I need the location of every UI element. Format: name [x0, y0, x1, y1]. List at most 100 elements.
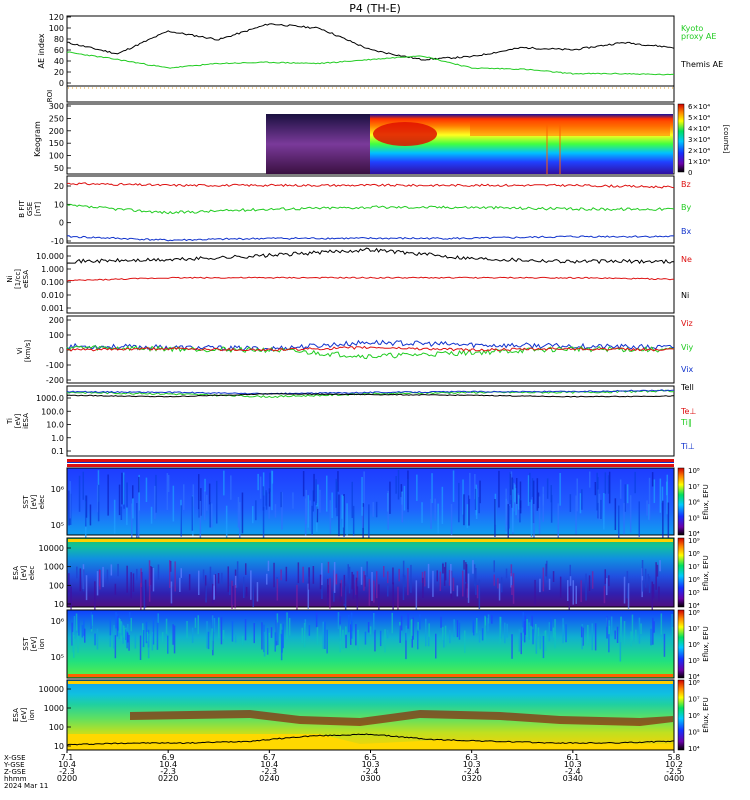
esa-elec-stripe	[126, 565, 128, 593]
sst-elec-stripe	[280, 491, 282, 508]
esa-elec-stripe	[542, 567, 545, 592]
sst-ion-stripe	[425, 618, 427, 647]
esa-elec-stripe	[276, 579, 279, 601]
sst-ion-stripe	[554, 632, 556, 649]
sst-ion-colorbar-label: Eflux, EFU	[702, 626, 710, 661]
sst-ion-stripe	[218, 617, 220, 639]
sst-ion-stripe	[449, 630, 451, 644]
sst-ion-stripe	[206, 621, 208, 649]
sst-ion-stripe	[407, 613, 409, 629]
series-line-themis-ae	[66, 23, 675, 61]
density-panel: Ni [1/cc] eESA 10.000 1.000 0.100 0.010 0.00…	[6, 245, 692, 314]
sst-ion-stripe	[123, 625, 125, 638]
velocity-tick-0: 200	[49, 316, 64, 325]
legend-bx: Bx	[681, 227, 691, 236]
sst-elec-stripe	[466, 504, 469, 529]
sst-ion-stripe	[83, 619, 85, 636]
sst-elec-stripe	[666, 474, 668, 515]
esa-elec-stripe	[575, 585, 577, 604]
esa-ion-panel: ESA [eV] ion 10000 1000 100 10 10⁸ 10⁷ 10⁶ 10⁵…	[12, 679, 710, 753]
esa-ion-tick-2: 100	[49, 723, 64, 732]
keogram-cbar-label-0: 6×10⁴	[688, 103, 710, 111]
esa-elec-stripe	[205, 585, 207, 603]
density-ylabel-1: Ni	[6, 275, 14, 282]
sst-ion-stripe	[417, 622, 419, 631]
time-axis-t-3: 0300	[360, 774, 380, 783]
ae-tick-2: 80	[54, 35, 64, 44]
esa-elec-stripe	[444, 562, 447, 581]
sst-ion-stripe	[253, 623, 255, 644]
sst-elec-stripe	[400, 484, 403, 498]
sst-ion-stripe	[608, 625, 611, 634]
time-axis-z-5: -2.4	[565, 767, 581, 776]
sst-ion-cbar-label-1: 10⁷	[688, 625, 700, 633]
sst-ion-stripe	[591, 623, 593, 651]
sst-ion-stripe	[322, 621, 324, 649]
sst-elec-stripe	[368, 504, 370, 538]
esa-elec-stripe	[243, 576, 245, 598]
sst-elec-stripe	[579, 493, 582, 514]
esa-elec-stripe	[387, 571, 389, 584]
sst-ion-stripe	[96, 628, 99, 650]
esa-elec-stripe	[368, 579, 371, 606]
esa-elec-colorbar-label: Eflux, EFU	[702, 555, 710, 590]
sst-elec-stripe	[395, 476, 397, 494]
esa-elec-ylabel-3: elec	[28, 566, 36, 581]
sst-elec-stripe	[517, 495, 520, 510]
esa-elec-stripe	[110, 564, 113, 576]
esa-elec-stripe	[569, 564, 571, 582]
time-axis-y-4: 10.3	[463, 760, 481, 769]
sst-ion-stripe	[440, 616, 442, 628]
esa-elec-stripe	[352, 574, 355, 599]
esa-elec-stripe	[327, 561, 330, 574]
sst-ion-stripe	[161, 632, 164, 643]
sst-ion-stripe	[405, 625, 408, 641]
sst-ion-stripe	[653, 621, 655, 633]
sst-ion-stripe	[384, 629, 386, 653]
sst-elec-stripe	[122, 472, 125, 505]
sst-ion-stripe	[130, 617, 132, 632]
sst-ion-stripe	[610, 616, 613, 636]
density-ylabel-3: eESA	[22, 270, 30, 288]
sst-elec-stripe	[550, 485, 552, 503]
sst-ion-stripe	[464, 630, 466, 653]
sst-ion-stripe	[523, 621, 526, 643]
sst-ion-stripe	[650, 628, 652, 646]
sst-elec-stripe	[326, 475, 328, 512]
sst-ion-stripe	[544, 630, 547, 651]
esa-elec-colorbar	[677, 537, 685, 608]
sst-ion-stripe	[71, 622, 73, 646]
sst-elec-stripe	[463, 494, 465, 526]
sst-ion-stripe	[315, 612, 318, 628]
esa-elec-stripe	[387, 585, 389, 597]
esa-elec-stripe	[462, 570, 464, 597]
sst-ion-stripe	[348, 615, 350, 633]
sst-elec-stripe	[603, 493, 605, 530]
sst-elec-stripe	[307, 495, 309, 528]
keogram-tick-0: 300	[49, 102, 64, 111]
esa-elec-stripe	[333, 562, 336, 593]
sst-ion-stripe	[119, 619, 121, 633]
esa-elec-stripe	[478, 579, 481, 610]
time-axis-x-2: 6.7	[263, 753, 276, 762]
esa-elec-stripe	[407, 568, 409, 596]
esa-elec-stripe	[327, 584, 329, 598]
sst-ion-stripe	[616, 626, 619, 643]
esa-ion-low-energy-band	[68, 734, 673, 749]
sst-ion-stripe	[220, 617, 223, 645]
sst-elec-stripe	[89, 504, 92, 526]
sst-ion-cbar-label-3: 10⁵	[688, 657, 700, 665]
esa-ion-ylabel-3: ion	[28, 710, 36, 721]
status-bar	[67, 459, 674, 467]
sst-elec-stripe	[538, 496, 541, 535]
sst-ion-stripe	[345, 626, 347, 636]
keogram-cbar-label-1: 5×10⁴	[688, 114, 710, 122]
esa-ion-colorbar-labels: 10⁸ 10⁷ 10⁶ 10⁵ 10⁴	[688, 679, 700, 753]
sst-ion-stripe	[324, 621, 326, 649]
esa-elec-stripe	[143, 581, 146, 611]
sst-ion-stripe	[484, 617, 487, 626]
sst-ion-stripe	[134, 634, 137, 649]
esa-elec-stripe	[539, 578, 541, 593]
esa-elec-stripe	[344, 586, 347, 615]
sst-elec-stripe	[469, 472, 471, 499]
